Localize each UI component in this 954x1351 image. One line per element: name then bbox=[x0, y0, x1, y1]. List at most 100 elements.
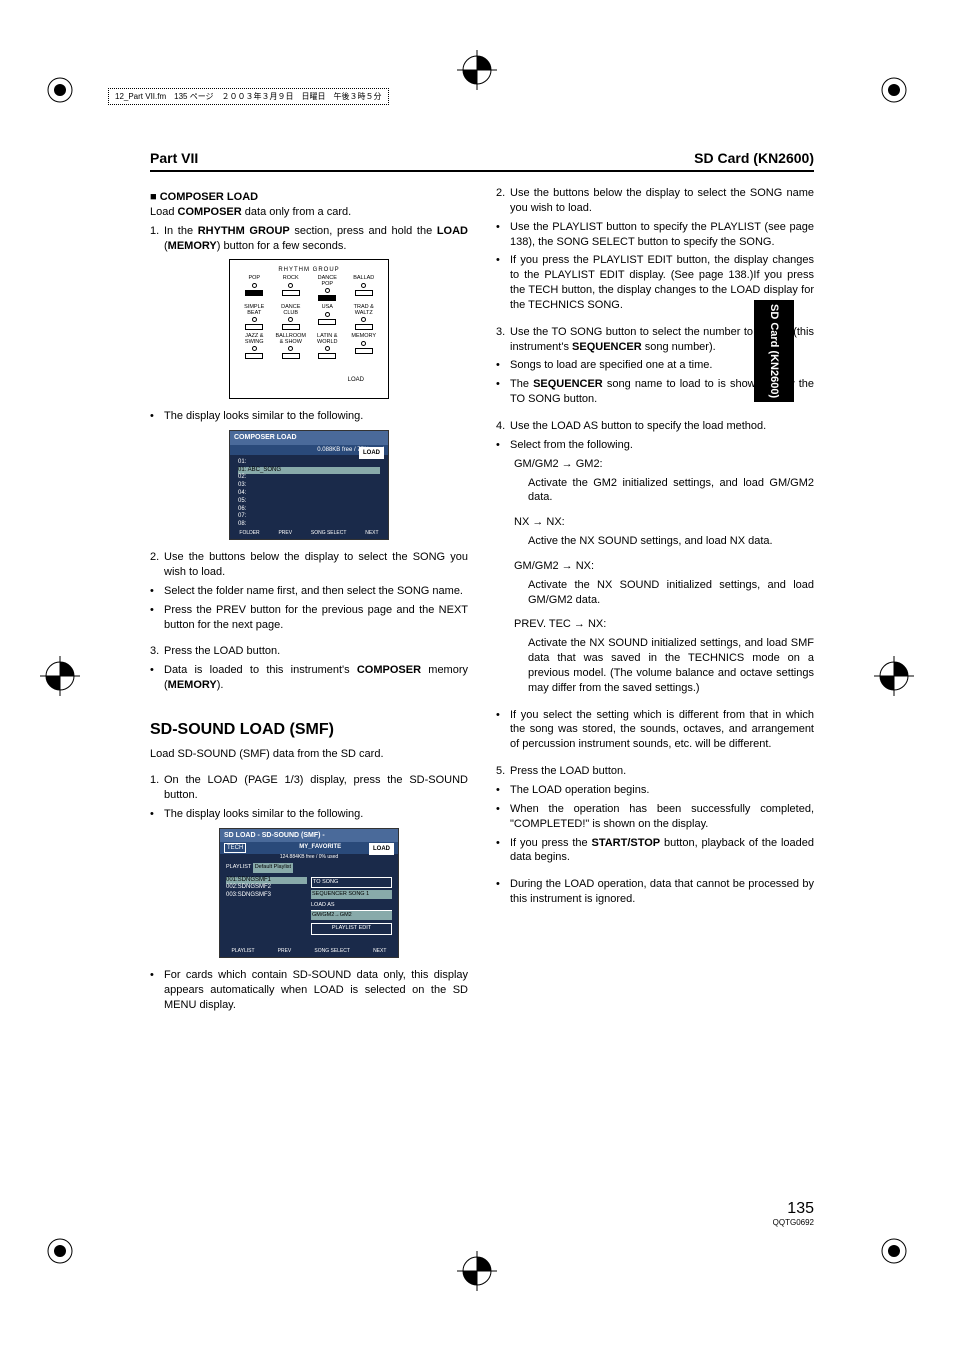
rhythm-label: ROCK bbox=[275, 276, 307, 282]
bullet-text: Press the PREV button for the previous p… bbox=[164, 603, 468, 633]
bullet-text: If you select the setting which is diffe… bbox=[510, 708, 814, 753]
rhythm-label: DANCE CLUB bbox=[275, 305, 307, 316]
screen-line: 07: bbox=[238, 513, 380, 521]
rhythm-label: USA bbox=[311, 305, 343, 311]
step-num: 3. bbox=[150, 644, 164, 659]
step-num: 2. bbox=[496, 186, 510, 216]
rhythm-label: LATIN & WORLD bbox=[311, 334, 343, 345]
page-number-value: 135 bbox=[787, 1200, 814, 1217]
rhythm-label: BALLAD bbox=[348, 276, 380, 282]
rhythm-label: DANCE POP bbox=[311, 276, 343, 287]
bullet-text: Use the PLAYLIST button to specify the P… bbox=[510, 220, 814, 250]
crop-mark-tl bbox=[40, 70, 80, 110]
page-content: SD Card (KN2600) Part VII SD Card (KN260… bbox=[150, 150, 814, 1221]
screen-seq-song: SEQUENCER SONG 1 bbox=[311, 890, 392, 899]
bullet-text: For cards which contain SD-SOUND data on… bbox=[164, 968, 468, 1013]
page-code: QQTG0692 bbox=[773, 1218, 814, 1227]
bullet-text: If you press the START/STOP button, play… bbox=[510, 836, 814, 866]
sd-sound-heading: SD-SOUND LOAD (SMF) bbox=[150, 719, 468, 741]
sd-sound-intro: Load SD-SOUND (SMF) data from the SD car… bbox=[150, 747, 468, 762]
screen-line: 06: bbox=[238, 506, 380, 514]
screen-playlist-edit: PLAYLIST EDIT bbox=[311, 923, 392, 934]
screen-line: 04: bbox=[238, 490, 380, 498]
composer-load-heading: COMPOSER LOAD bbox=[150, 190, 468, 205]
screen-bottom-label: PREV bbox=[278, 948, 292, 955]
crop-mark-bl bbox=[40, 1231, 80, 1271]
page-header: Part VII SD Card (KN2600) bbox=[150, 150, 814, 172]
screen-size-label: 124.884KB free / 0% used bbox=[220, 854, 398, 861]
bullet-text: During the LOAD operation, data that can… bbox=[510, 877, 814, 907]
screen-fav-label: MY_FAVORITE bbox=[299, 843, 341, 853]
option-label: GM/GM2 → GM2: bbox=[496, 457, 814, 472]
step-text: In the RHYTHM GROUP section, press and h… bbox=[164, 224, 468, 254]
screen-load-as-val: GM/GM2→GM2 bbox=[311, 911, 392, 920]
bullet-text: The LOAD operation begins. bbox=[510, 783, 814, 798]
step-text: On the LOAD (PAGE 1/3) display, press th… bbox=[164, 773, 468, 803]
step-text: Press the LOAD button. bbox=[510, 764, 814, 779]
screen-title: COMPOSER LOAD bbox=[230, 431, 388, 444]
screen-load-button: LOAD bbox=[369, 843, 394, 855]
part-label: Part VII bbox=[150, 150, 198, 166]
screen-line: 002:SDNGSMF2 bbox=[226, 884, 307, 892]
step-num: 5. bbox=[496, 764, 510, 779]
screen-line: 001:SDNGSMF1 bbox=[226, 877, 307, 885]
sd-sound-screen: SD LOAD - SD-SOUND (SMF) - TECH MY_FAVOR… bbox=[219, 828, 399, 958]
composer-load-intro: Load COMPOSER data only from a card. bbox=[150, 205, 468, 220]
option-label: GM/GM2 → NX: bbox=[496, 559, 814, 574]
rhythm-label: MEMORY bbox=[348, 334, 380, 340]
screen-line: 01: ABC_SONG bbox=[238, 467, 380, 475]
screen-bottom-label: PLAYLIST bbox=[232, 948, 255, 955]
screen-line: 03: bbox=[238, 482, 380, 490]
composer-load-screen: COMPOSER LOAD 0.088KB free / 75% used LO… bbox=[229, 430, 389, 540]
screen-bottom-label: NEXT bbox=[365, 530, 378, 537]
screen-bottom-label: PREV bbox=[278, 530, 292, 537]
option-text: Activate the NX SOUND initialized settin… bbox=[496, 636, 814, 695]
rhythm-title: RHYTHM GROUP bbox=[236, 266, 382, 274]
crop-mark-mt bbox=[457, 50, 497, 90]
option-label: PREV. TEC → NX: bbox=[496, 617, 814, 632]
screen-playlist-label: PLAYLIST bbox=[226, 864, 251, 870]
rhythm-label: POP bbox=[238, 276, 270, 282]
section-title: SD Card (KN2600) bbox=[694, 150, 814, 166]
step-num: 1. bbox=[150, 224, 164, 254]
option-text: Activate the GM2 initialized settings, a… bbox=[496, 476, 814, 506]
file-meta-header: 12_Part VII.fm 135 ページ ２００３年３月９日 日曜日 午後３… bbox=[108, 88, 389, 105]
rhythm-label: TRAD & WALTZ bbox=[348, 305, 380, 316]
bullet-text: The display looks similar to the followi… bbox=[164, 409, 468, 424]
screen-playlist-val: Default Playlist bbox=[253, 863, 293, 872]
crop-mark-mr bbox=[874, 656, 914, 696]
screen-bottom-label: FOLDER bbox=[239, 530, 259, 537]
option-text: Active the NX SOUND settings, and load N… bbox=[496, 534, 814, 549]
bullet-text: Select the folder name first, and then s… bbox=[164, 584, 468, 599]
bullet-text: When the operation has been successfully… bbox=[510, 802, 814, 832]
screen-line: 003:SDNGSMF3 bbox=[226, 892, 307, 900]
crop-mark-ml bbox=[40, 656, 80, 696]
screen-bottom-label: NEXT bbox=[373, 948, 386, 955]
bullet-text: Data is loaded to this instrument's COMP… bbox=[164, 663, 468, 693]
page-number: 135 QQTG0692 bbox=[773, 1200, 814, 1227]
crop-mark-br bbox=[874, 1231, 914, 1271]
step-num: 2. bbox=[150, 550, 164, 580]
screen-load-as-label: LOAD AS bbox=[311, 902, 392, 910]
rhythm-label: JAZZ & SWING bbox=[238, 334, 270, 345]
step-text: Press the LOAD button. bbox=[164, 644, 468, 659]
load-arrow-label: LOAD bbox=[348, 376, 364, 384]
screen-load-button: LOAD bbox=[359, 447, 384, 459]
step-text: Use the buttons below the display to sel… bbox=[164, 550, 468, 580]
screen-title: SD LOAD - SD-SOUND (SMF) - bbox=[220, 829, 398, 842]
side-tab: SD Card (KN2600) bbox=[754, 300, 794, 402]
option-label: NX → NX: bbox=[496, 515, 814, 530]
step-num: 4. bbox=[496, 419, 510, 434]
left-column: COMPOSER LOAD Load COMPOSER data only fr… bbox=[150, 186, 468, 1016]
screen-bottom-label: SONG SELECT bbox=[314, 948, 350, 955]
step-num: 1. bbox=[150, 773, 164, 803]
rhythm-label: SIMPLE BEAT bbox=[238, 305, 270, 316]
step-text: Use the LOAD AS button to specify the lo… bbox=[510, 419, 814, 434]
rhythm-label: BALLROOM & SHOW bbox=[275, 334, 307, 345]
screen-tech-label: TECH bbox=[224, 843, 246, 853]
bullet-text: The display looks similar to the followi… bbox=[164, 807, 468, 822]
screen-line: 05: bbox=[238, 498, 380, 506]
crop-mark-mb bbox=[457, 1251, 497, 1291]
step-text: Use the buttons below the display to sel… bbox=[510, 186, 814, 216]
screen-line: 02: bbox=[238, 474, 380, 482]
